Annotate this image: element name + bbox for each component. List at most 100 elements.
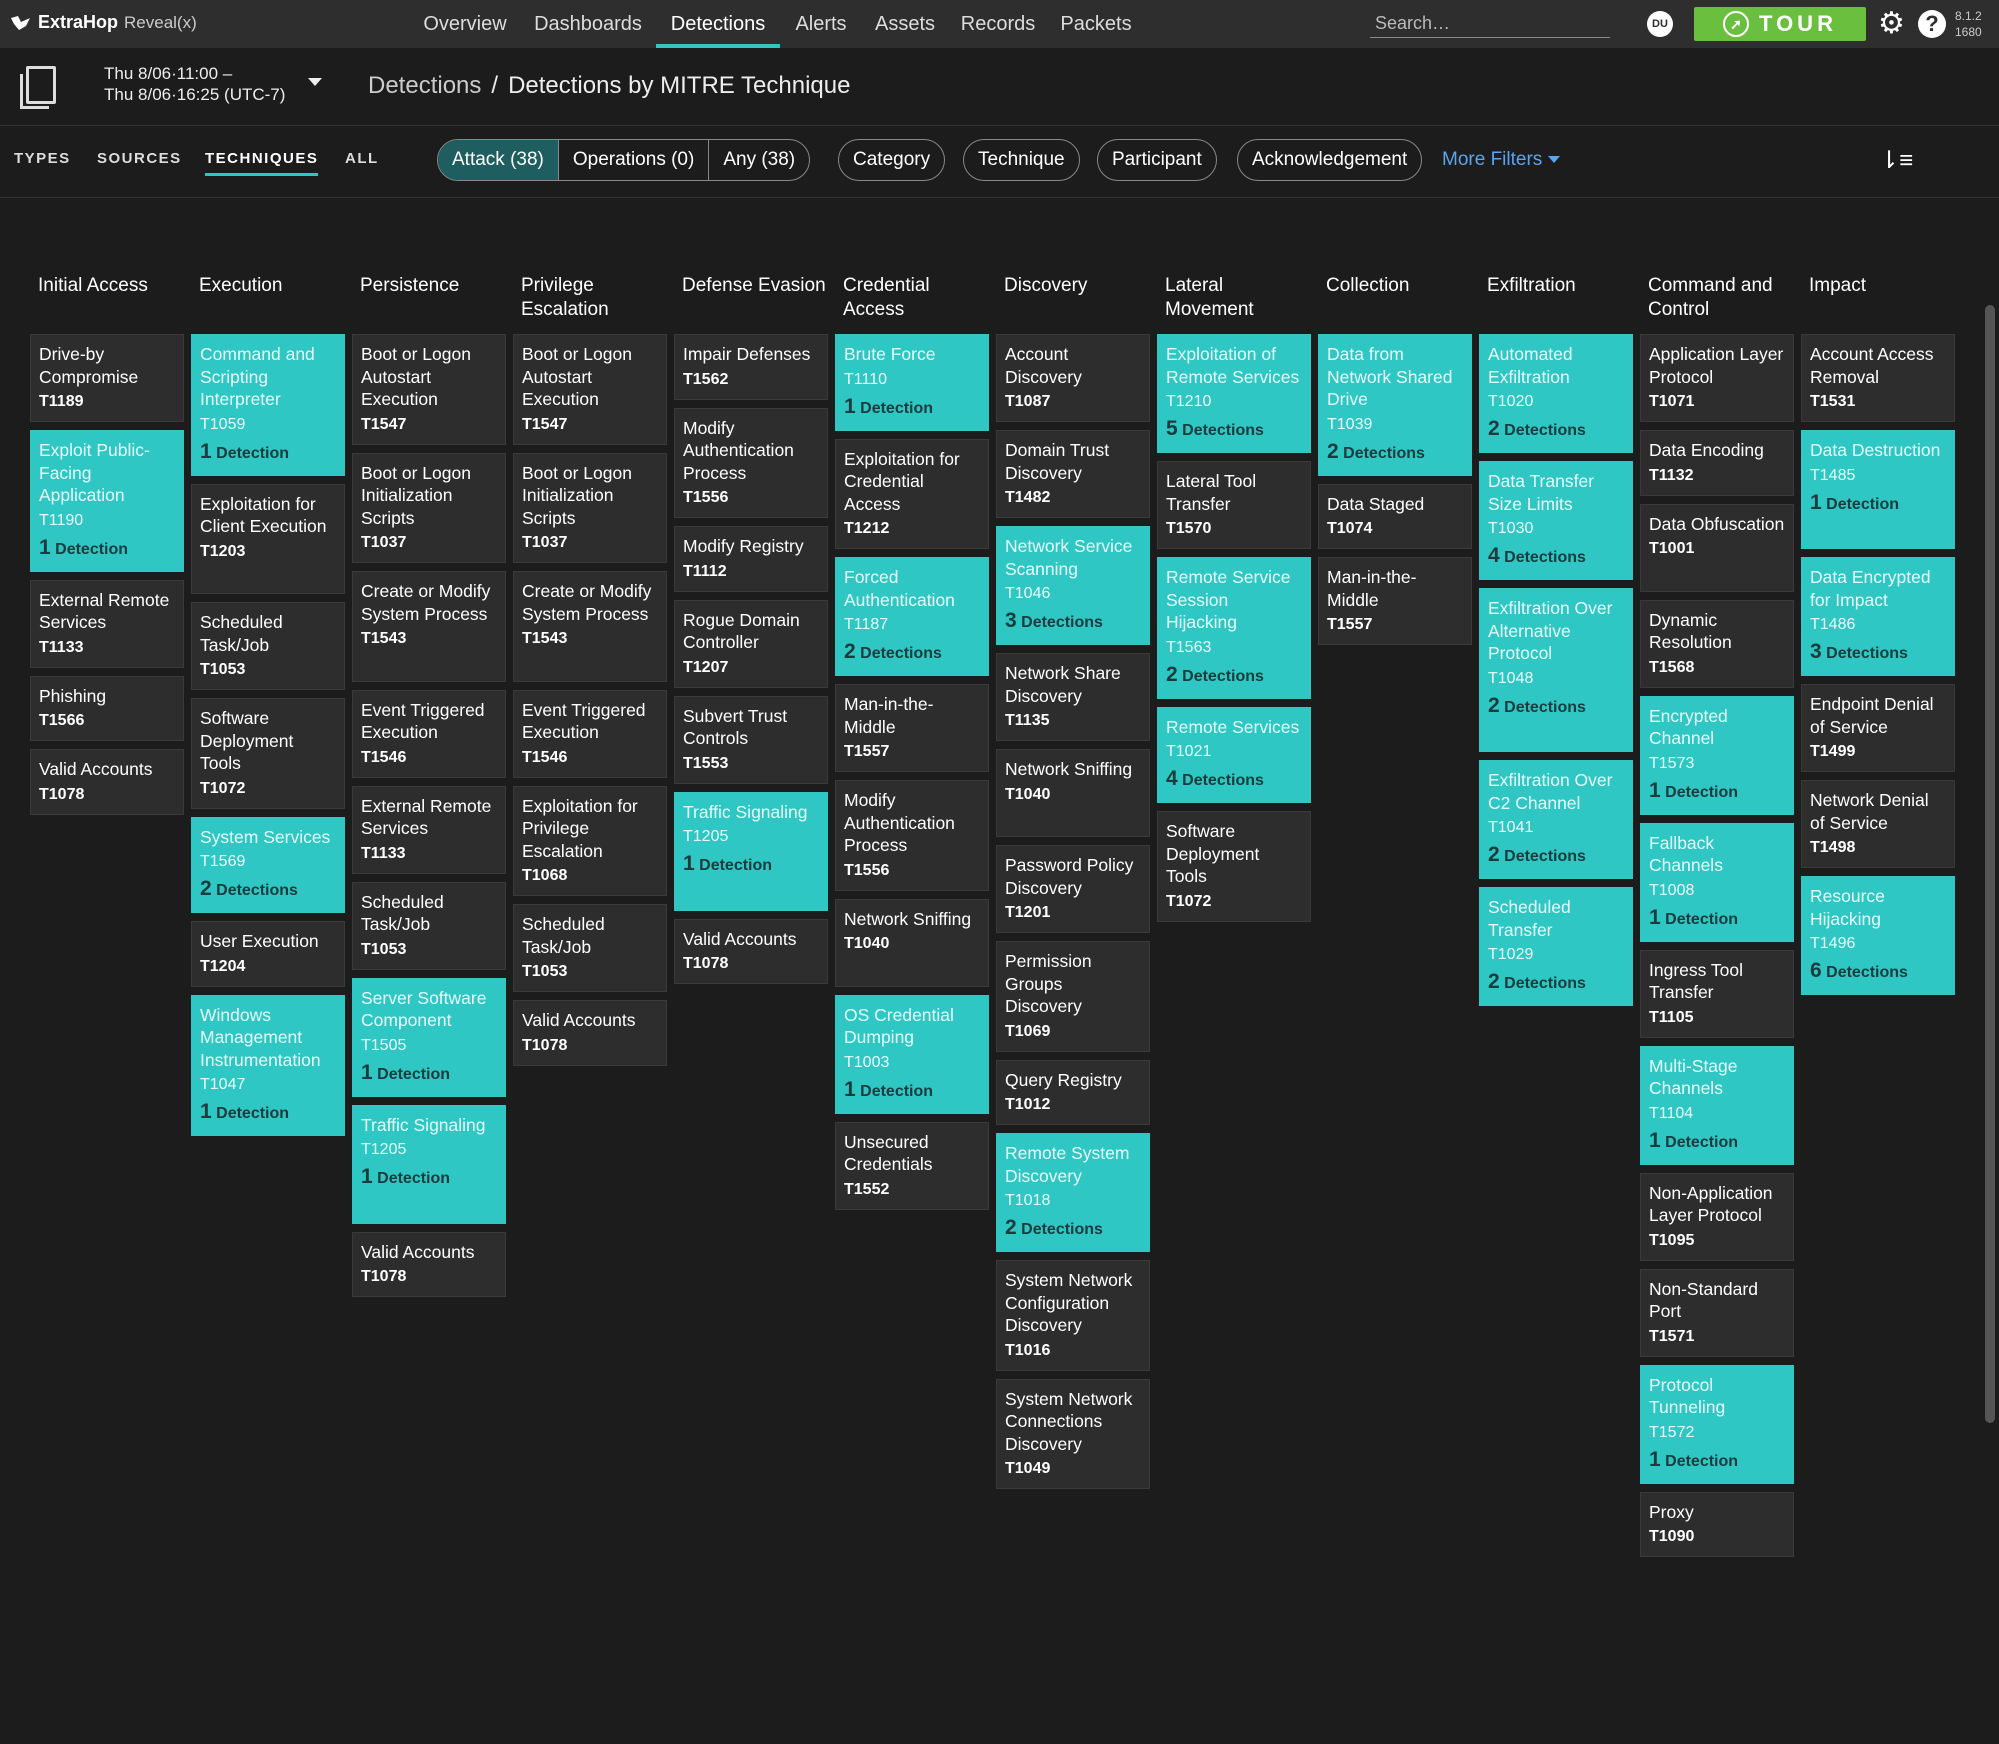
technique-tile-detected[interactable]: OS Credential Dumping T1003 1 Detection <box>835 994 989 1114</box>
technique-tile-detected[interactable]: Forced Authentication T1187 2 Detections <box>835 557 989 676</box>
technique-tile-detected[interactable]: Command and Scripting Interpreter T1059 1 … <box>191 334 345 476</box>
technique-tile[interactable]: Dynamic Resolution T1568 <box>1640 599 1794 688</box>
technique-tile[interactable]: Proxy T1090 <box>1640 1491 1794 1557</box>
technique-tile[interactable]: System Network Configuration Discovery T1… <box>996 1260 1150 1371</box>
technique-tile[interactable]: Impair Defenses T1562 <box>674 334 828 400</box>
technique-tile-detected[interactable]: Exploit Public-Facing Application T1190 1 … <box>30 430 184 572</box>
technique-tile[interactable]: Password Policy Discovery T1201 <box>996 845 1150 933</box>
technique-tile[interactable]: Network Sniffing T1040 <box>835 898 989 987</box>
detection-count[interactable]: 4 Detections <box>1488 544 1624 568</box>
detection-count[interactable]: 2 Detections <box>1166 663 1302 687</box>
detection-count[interactable]: 1 Detection <box>844 1078 980 1102</box>
detection-count[interactable]: 2 Detections <box>1488 694 1624 718</box>
nav-detections[interactable]: Detections <box>656 0 780 48</box>
detection-count[interactable]: 1 Detection <box>1649 906 1785 930</box>
sort-icon[interactable]: ⇂≡ <box>1879 147 1914 174</box>
detection-count[interactable]: 2 Detections <box>1488 843 1624 867</box>
technique-tile[interactable]: Scheduled Task/Job T1053 <box>191 602 345 690</box>
time-range-selector[interactable]: Thu 8/06·11:00 – Thu 8/06·16:25 (UTC-7) <box>104 63 285 105</box>
technique-tile-detected[interactable]: Network Service Scanning T1046 3 Detection… <box>996 526 1150 645</box>
tab-all[interactable]: ALL <box>345 150 379 167</box>
technique-tile[interactable]: Phishing T1566 <box>30 675 184 741</box>
technique-tile-detected[interactable]: Automated Exfiltration T1020 2 Detections <box>1479 334 1633 453</box>
technique-tile[interactable]: Valid Accounts T1078 <box>674 918 828 984</box>
technique-tile-detected[interactable]: Protocol Tunneling T1572 1 Detection <box>1640 1364 1794 1484</box>
technique-tile[interactable]: Subvert Trust Controls T1553 <box>674 695 828 784</box>
technique-tile[interactable]: Valid Accounts T1078 <box>352 1231 506 1297</box>
technique-tile[interactable]: Boot or Logon Autostart Execution T1547 <box>352 334 506 445</box>
technique-tile[interactable]: Event Triggered Execution T1546 <box>513 689 667 778</box>
detection-count[interactable]: 1 Detection <box>1649 779 1785 803</box>
technique-tile[interactable]: Boot or Logon Autostart Execution T1547 <box>513 334 667 445</box>
technique-tile[interactable]: Data Encoding T1132 <box>1640 430 1794 496</box>
technique-tile[interactable]: Valid Accounts T1078 <box>30 749 184 815</box>
tour-button[interactable]: ➚ TOUR <box>1694 7 1866 41</box>
technique-tile-detected[interactable]: Remote Service Session Hijacking T1563 2 D… <box>1157 557 1311 699</box>
technique-tile[interactable]: System Network Connections Discovery T104… <box>996 1378 1150 1489</box>
technique-tile[interactable]: Man-in-the-Middle T1557 <box>835 684 989 772</box>
segment-operations[interactable]: Operations (0) <box>559 140 710 180</box>
detection-count[interactable]: 1 Detection <box>200 440 336 464</box>
global-search-input[interactable]: Search… <box>1370 10 1610 38</box>
technique-tile[interactable]: Modify Authentication Process T1556 <box>835 780 989 891</box>
technique-tile-detected[interactable]: Exploitation of Remote Services T1210 5 De… <box>1157 334 1311 453</box>
filter-category[interactable]: Category <box>838 139 946 181</box>
tab-sources[interactable]: SOURCES <box>97 150 182 167</box>
technique-tile-detected[interactable]: Windows Management Instrumentation T1047 1… <box>191 994 345 1136</box>
technique-tile-detected[interactable]: Resource Hijacking T1496 6 Detections <box>1801 876 1955 995</box>
technique-tile[interactable]: Non-Standard Port T1571 <box>1640 1268 1794 1357</box>
detection-count[interactable]: 1 Detection <box>1649 1448 1785 1472</box>
detection-count[interactable]: 2 Detections <box>1327 440 1463 464</box>
user-avatar[interactable]: DU <box>1647 11 1673 37</box>
technique-tile[interactable]: Modify Authentication Process T1556 <box>674 407 828 518</box>
technique-tile[interactable]: Exploitation for Privilege Escalation T10… <box>513 785 667 896</box>
technique-tile-detected[interactable]: Data from Network Shared Drive T1039 2 Det… <box>1318 334 1472 476</box>
detection-count[interactable]: 3 Detections <box>1810 640 1946 664</box>
technique-tile-detected[interactable]: Traffic Signaling T1205 1 Detection <box>352 1104 506 1224</box>
nav-alerts[interactable]: Alerts <box>795 13 847 35</box>
technique-tile[interactable]: Non-Application Layer Protocol T1095 <box>1640 1172 1794 1261</box>
technique-tile[interactable]: Boot or Logon Initialization Scripts T103… <box>352 452 506 563</box>
detection-count[interactable]: 1 Detection <box>361 1165 497 1189</box>
technique-tile[interactable]: Domain Trust Discovery T1482 <box>996 430 1150 518</box>
copy-pages-icon[interactable] <box>20 66 56 109</box>
technique-tile[interactable]: Data Obfuscation T1001 <box>1640 503 1794 592</box>
breadcrumb-detections[interactable]: Detections <box>368 72 482 99</box>
detection-count[interactable]: 4 Detections <box>1166 767 1302 791</box>
nav-assets[interactable]: Assets <box>874 13 936 35</box>
segment-any[interactable]: Any (38) <box>723 149 796 170</box>
detection-count[interactable]: 5 Detections <box>1166 417 1302 441</box>
technique-tile[interactable]: Unsecured Credentials T1552 <box>835 1121 989 1210</box>
detection-count[interactable]: 2 Detections <box>200 877 336 901</box>
technique-tile[interactable]: External Remote Services T1133 <box>352 785 506 874</box>
detection-count[interactable]: 1 Detection <box>683 852 819 876</box>
extrahop-logo[interactable]: ExtraHop Reveal(x) <box>10 12 197 33</box>
detection-count[interactable]: 6 Detections <box>1810 959 1946 983</box>
technique-tile[interactable]: Boot or Logon Initialization Scripts T103… <box>513 452 667 563</box>
detection-count[interactable]: 2 Detections <box>1005 1216 1141 1240</box>
nav-dashboards[interactable]: Dashboards <box>534 13 642 35</box>
detection-count[interactable]: 2 Detections <box>844 640 980 664</box>
technique-tile[interactable]: Scheduled Task/Job T1053 <box>352 881 506 970</box>
technique-tile-detected[interactable]: Scheduled Transfer T1029 2 Detections <box>1479 887 1633 1006</box>
technique-tile[interactable]: Scheduled Task/Job T1053 <box>513 904 667 992</box>
detection-count[interactable]: 2 Detections <box>1488 417 1624 441</box>
detection-count[interactable]: 1 Detection <box>39 536 175 560</box>
detection-count[interactable]: 3 Detections <box>1005 609 1141 633</box>
gear-icon[interactable]: ⚙ <box>1878 7 1905 40</box>
more-filters-button[interactable]: More Filters <box>1442 149 1561 171</box>
technique-tile[interactable]: Ingress Tool Transfer T1105 <box>1640 949 1794 1038</box>
technique-tile[interactable]: Valid Accounts T1078 <box>513 1000 667 1066</box>
technique-tile[interactable]: Lateral Tool Transfer T1570 <box>1157 461 1311 549</box>
technique-tile[interactable]: Man-in-the-Middle T1557 <box>1318 557 1472 645</box>
technique-tile[interactable]: Software Deployment Tools T1072 <box>191 698 345 809</box>
nav-records[interactable]: Records <box>960 13 1036 35</box>
filter-technique[interactable]: Technique <box>963 139 1080 181</box>
technique-tile[interactable]: Event Triggered Execution T1546 <box>352 689 506 778</box>
technique-tile-detected[interactable]: Data Encrypted for Impact T1486 3 Detectio… <box>1801 557 1955 676</box>
technique-tile[interactable]: External Remote Services T1133 <box>30 579 184 668</box>
detection-count[interactable]: 1 Detection <box>1810 491 1946 515</box>
detection-count[interactable]: 2 Detections <box>1488 970 1624 994</box>
filter-participant[interactable]: Participant <box>1097 139 1217 181</box>
technique-tile[interactable]: Account Access Removal T1531 <box>1801 334 1955 422</box>
